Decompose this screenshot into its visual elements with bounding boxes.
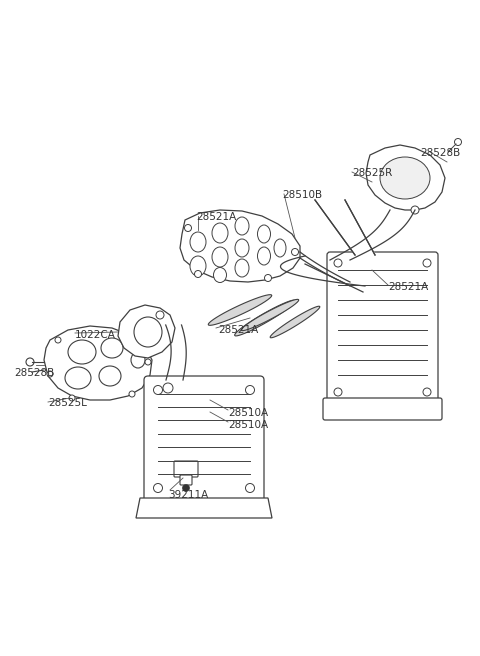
Ellipse shape — [235, 217, 249, 235]
Polygon shape — [136, 498, 272, 518]
Ellipse shape — [214, 268, 227, 283]
Ellipse shape — [212, 247, 228, 267]
Text: 28528B: 28528B — [420, 148, 460, 158]
Circle shape — [69, 395, 75, 401]
Circle shape — [455, 138, 461, 146]
Polygon shape — [366, 145, 445, 210]
Text: 28521A: 28521A — [218, 325, 258, 335]
Polygon shape — [270, 306, 320, 338]
Polygon shape — [241, 299, 299, 331]
Circle shape — [291, 249, 299, 255]
Text: 28510B: 28510B — [282, 190, 322, 200]
Polygon shape — [208, 295, 272, 325]
Ellipse shape — [190, 256, 206, 276]
Circle shape — [182, 485, 190, 491]
Circle shape — [163, 383, 173, 393]
FancyBboxPatch shape — [327, 252, 438, 403]
Circle shape — [55, 337, 61, 343]
Circle shape — [334, 259, 342, 267]
Text: 28528B: 28528B — [14, 368, 54, 378]
FancyBboxPatch shape — [180, 475, 192, 485]
Ellipse shape — [68, 340, 96, 364]
Circle shape — [129, 391, 135, 397]
Ellipse shape — [65, 367, 91, 389]
Circle shape — [245, 483, 254, 493]
Text: 28525R: 28525R — [352, 168, 392, 178]
Circle shape — [154, 483, 163, 493]
Polygon shape — [44, 326, 152, 400]
Polygon shape — [118, 305, 175, 358]
Circle shape — [184, 224, 192, 232]
Circle shape — [26, 358, 34, 366]
Text: 1022CA: 1022CA — [75, 330, 116, 340]
Ellipse shape — [235, 259, 249, 277]
Ellipse shape — [257, 225, 271, 243]
Text: 28510A: 28510A — [228, 420, 268, 430]
Text: 28521A: 28521A — [388, 282, 428, 292]
Circle shape — [411, 206, 419, 214]
Circle shape — [145, 359, 151, 365]
Ellipse shape — [131, 352, 145, 368]
Polygon shape — [235, 300, 295, 336]
Ellipse shape — [257, 247, 271, 265]
Circle shape — [47, 371, 53, 377]
FancyBboxPatch shape — [174, 461, 198, 477]
Circle shape — [423, 388, 431, 396]
Text: 28521A: 28521A — [196, 212, 236, 222]
Ellipse shape — [235, 239, 249, 257]
Ellipse shape — [212, 223, 228, 243]
Ellipse shape — [101, 338, 123, 358]
FancyBboxPatch shape — [144, 376, 264, 502]
Ellipse shape — [134, 317, 162, 347]
Circle shape — [156, 311, 164, 319]
Circle shape — [264, 274, 272, 281]
Circle shape — [423, 259, 431, 267]
Ellipse shape — [380, 157, 430, 199]
Text: 28510A: 28510A — [228, 408, 268, 418]
Text: 28525L: 28525L — [48, 398, 87, 408]
Text: 39211A: 39211A — [168, 490, 208, 500]
Polygon shape — [180, 210, 300, 282]
Ellipse shape — [274, 239, 286, 257]
Circle shape — [194, 270, 202, 277]
Ellipse shape — [190, 232, 206, 252]
Circle shape — [334, 388, 342, 396]
Circle shape — [154, 386, 163, 394]
Circle shape — [245, 386, 254, 394]
Ellipse shape — [99, 366, 121, 386]
Circle shape — [127, 335, 133, 341]
FancyBboxPatch shape — [323, 398, 442, 420]
